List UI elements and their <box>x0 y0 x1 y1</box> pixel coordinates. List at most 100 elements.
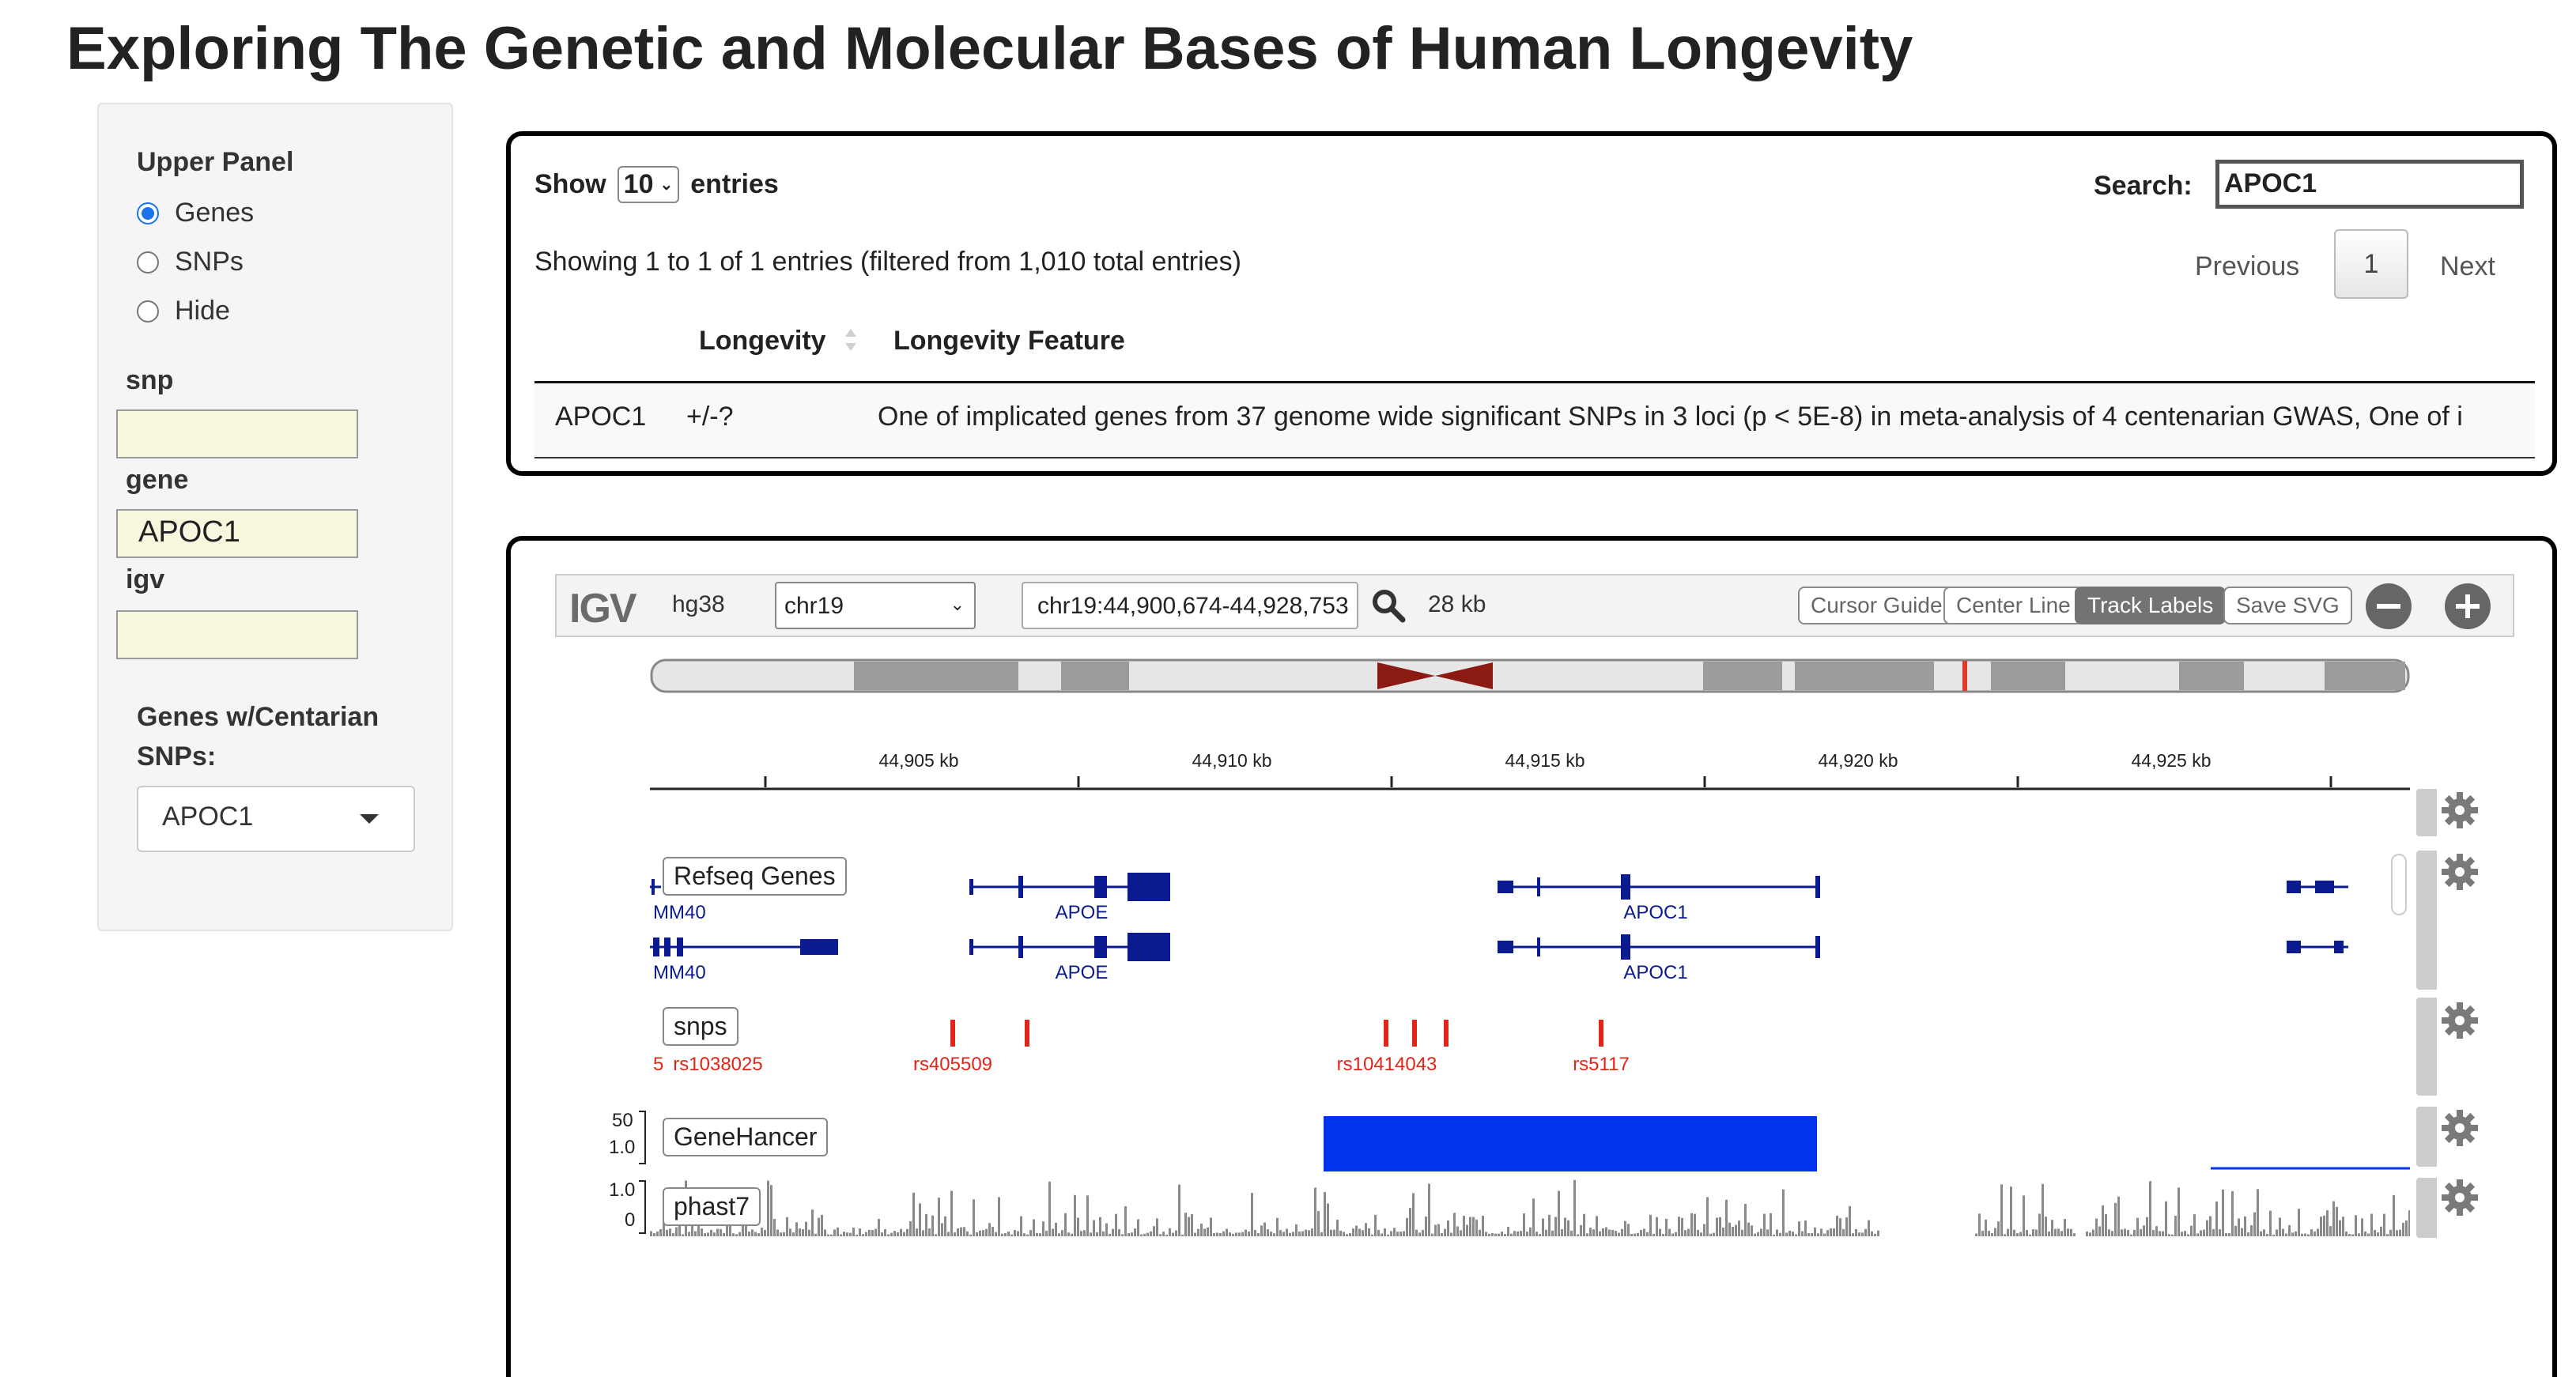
track-scrollbar[interactable] <box>2391 854 2407 915</box>
phast7-bar <box>1188 1217 1190 1236</box>
phast7-scale-max: 1.0 <box>609 1179 636 1201</box>
chromosome-ideogram[interactable] <box>650 658 2410 694</box>
column-header-longevity-feature[interactable]: Longevity Feature <box>893 326 1125 356</box>
phast7-bar <box>2026 1229 2028 1236</box>
genehancer-track[interactable] <box>637 1108 2410 1171</box>
radio-snps[interactable]: SNPs <box>137 247 244 277</box>
next-button[interactable]: Next <box>2440 251 2495 281</box>
phast7-bar <box>1371 1234 1373 1236</box>
phast7-bar <box>1788 1231 1791 1236</box>
zoom-out-icon[interactable] <box>2366 583 2412 629</box>
page-size-select[interactable]: 10 ⌄ <box>617 166 680 203</box>
cell-longevity-feature: One of implicated genes from 37 genome w… <box>878 402 2463 432</box>
phast7-bar <box>1327 1203 1329 1236</box>
igv-locus-input[interactable]: chr19:44,900,674-44,928,753 <box>1022 582 1358 629</box>
radio-genes-button[interactable] <box>137 202 159 224</box>
phast7-bar <box>1289 1232 1291 1236</box>
column-header-longevity[interactable]: Longevity <box>699 326 826 356</box>
save-svg-button[interactable]: Save SVG <box>2223 587 2352 624</box>
phast7-bar <box>2098 1226 2101 1236</box>
track-handle[interactable] <box>2416 789 2437 836</box>
zoom-in-icon[interactable] <box>2445 583 2491 629</box>
phast7-bar <box>1735 1224 1737 1236</box>
phast7-bar <box>903 1232 905 1236</box>
phast7-bar <box>2054 1228 2057 1236</box>
phast7-bar <box>1042 1221 1044 1236</box>
phast7-bar <box>2405 1220 2408 1236</box>
page-1-button[interactable]: 1 <box>2334 229 2408 299</box>
phast7-bar <box>2351 1234 2354 1236</box>
radio-hide[interactable]: Hide <box>137 296 230 326</box>
phast7-bar <box>2380 1226 2382 1236</box>
igv-chromosome-select[interactable]: chr19 ⌄ <box>775 582 976 629</box>
refseq-genes-track[interactable]: APOE APOC1 APOE APOC1 MM40 MM40 <box>650 857 2410 983</box>
gene-input[interactable]: APOC1 <box>116 509 358 558</box>
radio-genes[interactable]: Genes <box>137 198 254 228</box>
phast7-bar <box>1801 1231 1804 1236</box>
phast7-bar <box>1855 1229 1857 1236</box>
previous-button[interactable]: Previous <box>2195 251 2300 281</box>
search-input[interactable]: APOC1 <box>2215 160 2524 209</box>
track-handle[interactable] <box>2416 1107 2437 1167</box>
phast7-bar <box>1450 1232 1452 1236</box>
phast7-bar <box>2342 1217 2344 1236</box>
phast7-bar <box>871 1230 874 1236</box>
phast7-bar <box>1833 1228 1835 1236</box>
phast7-bar <box>1861 1232 1864 1236</box>
phast7-bar <box>1985 1219 1987 1236</box>
phast7-bar <box>824 1229 826 1236</box>
search-icon[interactable] <box>1369 587 1407 624</box>
phast7-bar <box>1472 1217 1475 1236</box>
cursor-guide-button[interactable]: Cursor Guide <box>1798 587 1955 624</box>
track-handle[interactable] <box>2416 1178 2437 1238</box>
table-row[interactable] <box>534 384 2535 457</box>
phast7-bar <box>1646 1232 1649 1236</box>
radio-hide-button[interactable] <box>137 300 159 323</box>
phast7-bar <box>1608 1229 1611 1236</box>
phast7-bar <box>1282 1232 1285 1236</box>
phast7-track[interactable] <box>637 1178 2410 1241</box>
track-handle[interactable] <box>2416 851 2437 990</box>
phast7-bar <box>909 1221 912 1236</box>
snps-track[interactable]: 5 rs1038025 rs405509 rs10414043 rs5117 <box>650 1015 2410 1078</box>
track-handle[interactable] <box>2416 998 2437 1096</box>
phast7-bar <box>2399 1229 2401 1236</box>
genehancer-scale-min: 1.0 <box>609 1137 636 1158</box>
gear-icon[interactable] <box>2440 1108 2480 1148</box>
phast7-bar <box>837 1227 839 1236</box>
gear-icon[interactable] <box>2440 790 2480 830</box>
gear-icon[interactable] <box>2440 1178 2480 1217</box>
phast7-bar <box>1248 1231 1250 1236</box>
center-line-button[interactable]: Center Line <box>1943 587 2083 624</box>
phast7-bar <box>1127 1233 1130 1236</box>
track-labels-button[interactable]: Track Labels <box>2075 587 2227 624</box>
gear-icon[interactable] <box>2440 852 2480 892</box>
phast7-bar <box>2168 1234 2170 1236</box>
snp-label: rs10414043 <box>1337 1054 1437 1075</box>
gene-label-apoe: APOE <box>1056 962 1109 983</box>
phast7-bar <box>1981 1230 1984 1236</box>
igv-input[interactable] <box>116 610 358 659</box>
gear-icon[interactable] <box>2440 1001 2480 1040</box>
phast7-bar <box>764 1229 766 1236</box>
genes-snps-select[interactable]: APOC1 <box>137 786 415 852</box>
phast7-bar <box>2000 1184 2003 1236</box>
phast7-bar <box>2032 1229 2034 1236</box>
sort-icon[interactable] <box>843 324 859 356</box>
phast7-bar <box>922 1230 924 1236</box>
snp-input[interactable] <box>116 409 358 458</box>
genes-snps-selected: APOC1 <box>162 802 254 832</box>
phast7-bar <box>2377 1232 2379 1236</box>
radio-genes-label: Genes <box>175 198 255 228</box>
phast7-bar <box>1071 1233 1073 1236</box>
phast7-bar <box>1877 1230 1879 1236</box>
radio-snps-button[interactable] <box>137 251 159 274</box>
phast7-bar <box>1387 1234 1389 1236</box>
phast7-bar <box>710 1229 712 1236</box>
radio-snps-label: SNPs <box>175 247 244 277</box>
phast7-bar <box>742 1218 744 1236</box>
phast7-bar <box>938 1198 940 1236</box>
gene-label-edge: MM40 <box>653 902 706 923</box>
phast7-bar <box>2171 1234 2174 1236</box>
phast7-bar <box>663 1222 665 1236</box>
